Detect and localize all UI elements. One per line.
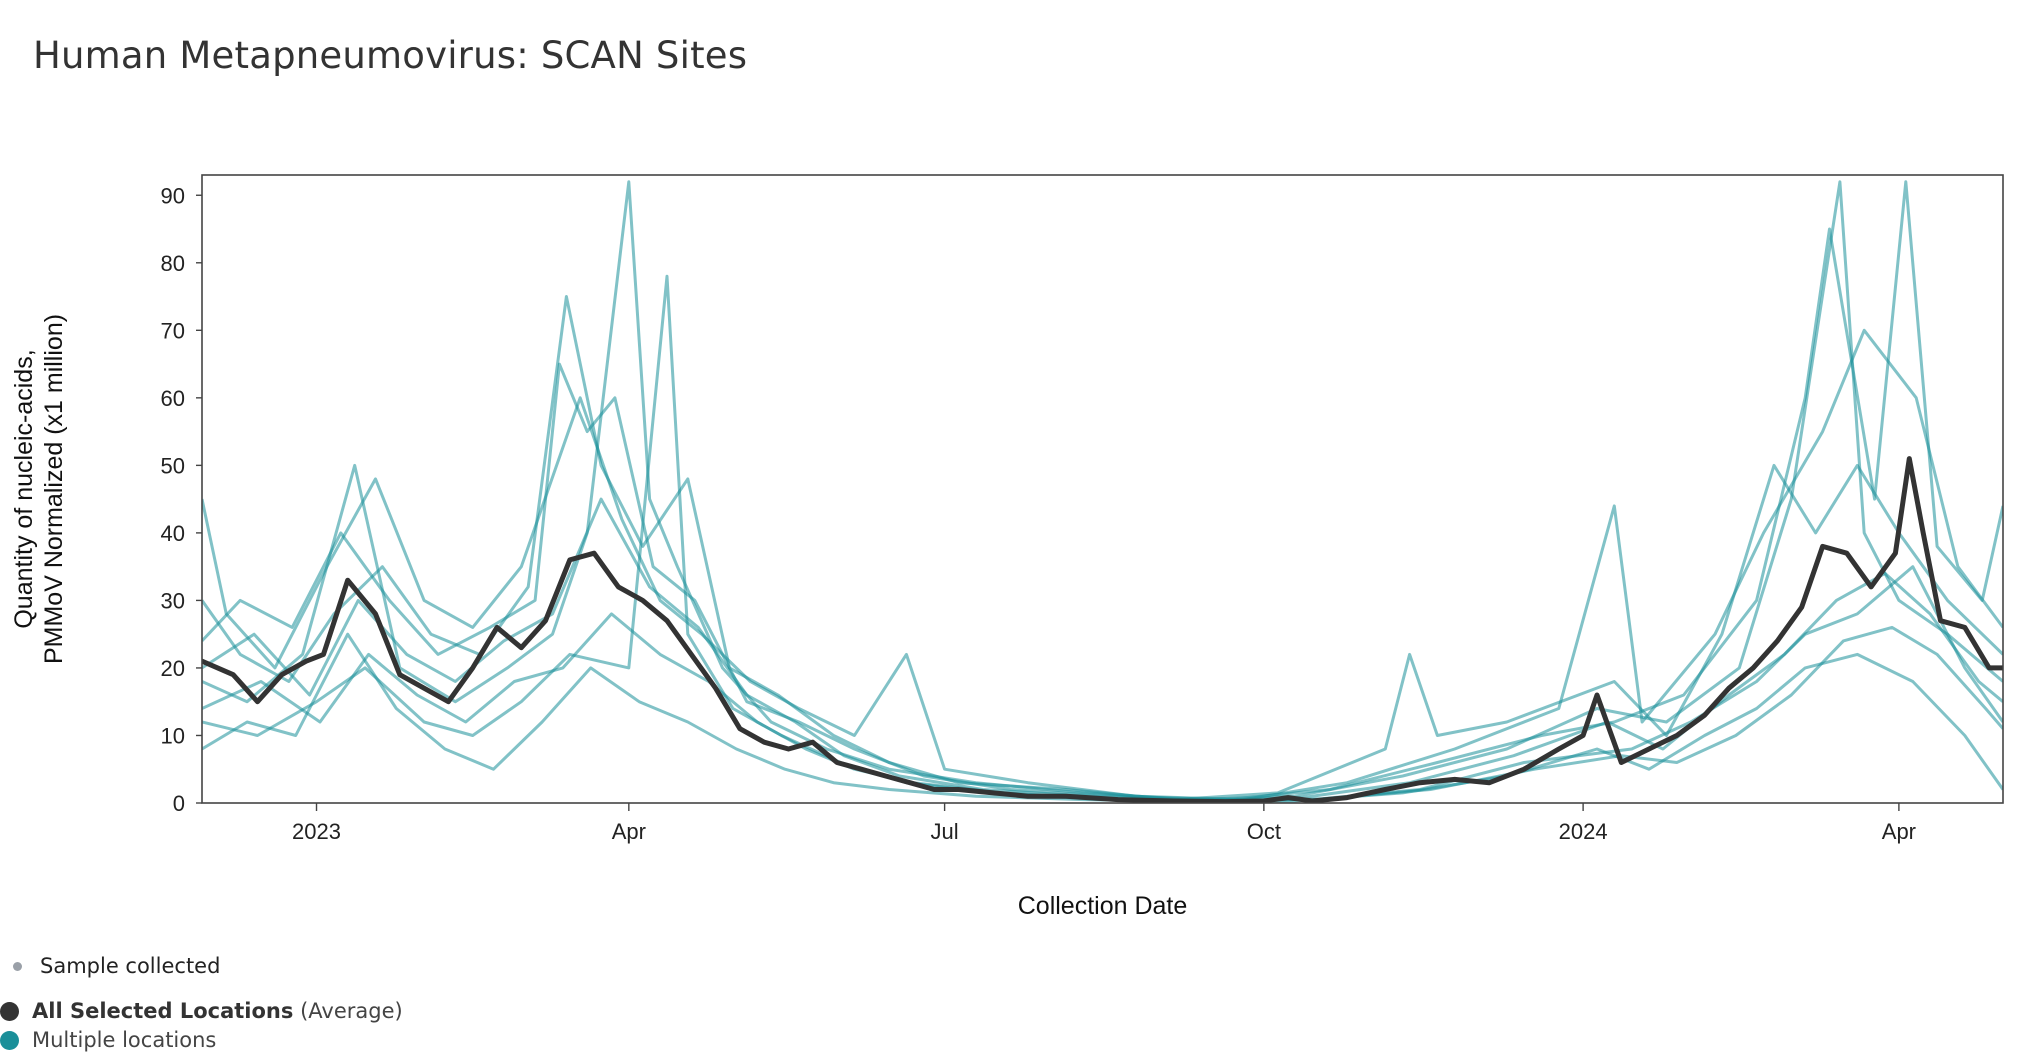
legend-label-average-suffix: (Average) bbox=[300, 999, 403, 1023]
location-series-line bbox=[202, 612, 2003, 803]
y-tick-label: 90 bbox=[161, 183, 185, 208]
x-axis-label: Collection Date bbox=[1018, 892, 1188, 920]
y-tick-label: 30 bbox=[161, 588, 185, 613]
y-tick-label: 10 bbox=[161, 723, 185, 748]
multiple-locations-dot-icon bbox=[0, 1031, 19, 1050]
y-tick-label: 40 bbox=[161, 521, 185, 546]
y-tick-label: 80 bbox=[161, 251, 185, 276]
x-tick-label: Oct bbox=[1247, 819, 1281, 844]
x-tick-label: 2024 bbox=[1559, 819, 1608, 844]
y-tick-label: 0 bbox=[173, 791, 185, 816]
y-axis: 0 10 20 30 40 50 60 70 80 90 bbox=[161, 183, 202, 816]
y-axis-label-line2: PMMoV Normalized (x1 million) bbox=[40, 314, 68, 664]
sample-dot-icon bbox=[13, 962, 22, 971]
page-title: Human Metapneumovirus: SCAN Sites bbox=[33, 34, 748, 77]
x-tick-label: 2023 bbox=[292, 819, 341, 844]
average-dot-icon bbox=[0, 1002, 19, 1021]
location-series-line bbox=[202, 632, 2003, 803]
legend-label-multiple: Multiple locations bbox=[32, 1028, 217, 1052]
y-axis-label-line1: Quantity of nucleic-acids, bbox=[10, 349, 38, 628]
x-tick-label: Apr bbox=[612, 819, 646, 844]
x-axis: 2023 Apr Jul Oct 2024 Apr bbox=[292, 803, 1916, 844]
y-tick-label: 20 bbox=[161, 656, 185, 681]
location-series-line bbox=[202, 497, 2003, 802]
location-series-line bbox=[202, 295, 2003, 802]
legend-label-sample: Sample collected bbox=[40, 954, 221, 978]
x-tick-label: Jul bbox=[931, 819, 959, 844]
legend-label-average: All Selected Locations bbox=[32, 999, 294, 1023]
y-tick-label: 70 bbox=[161, 318, 185, 343]
average-line-layer bbox=[202, 456, 2003, 803]
location-lines bbox=[202, 180, 2003, 803]
location-series-line bbox=[202, 180, 2003, 802]
average-series-line bbox=[202, 456, 2003, 803]
location-series-line bbox=[202, 328, 2003, 802]
y-tick-label: 50 bbox=[161, 453, 185, 478]
y-tick-label: 60 bbox=[161, 386, 185, 411]
plot-frame bbox=[201, 174, 2004, 804]
location-series-line bbox=[202, 180, 2003, 802]
line-chart: 0 10 20 30 40 50 60 70 80 90 2023 Apr Jul Oct 2024 Apr… bbox=[10, 174, 2004, 920]
x-tick-label: Apr bbox=[1882, 819, 1916, 844]
